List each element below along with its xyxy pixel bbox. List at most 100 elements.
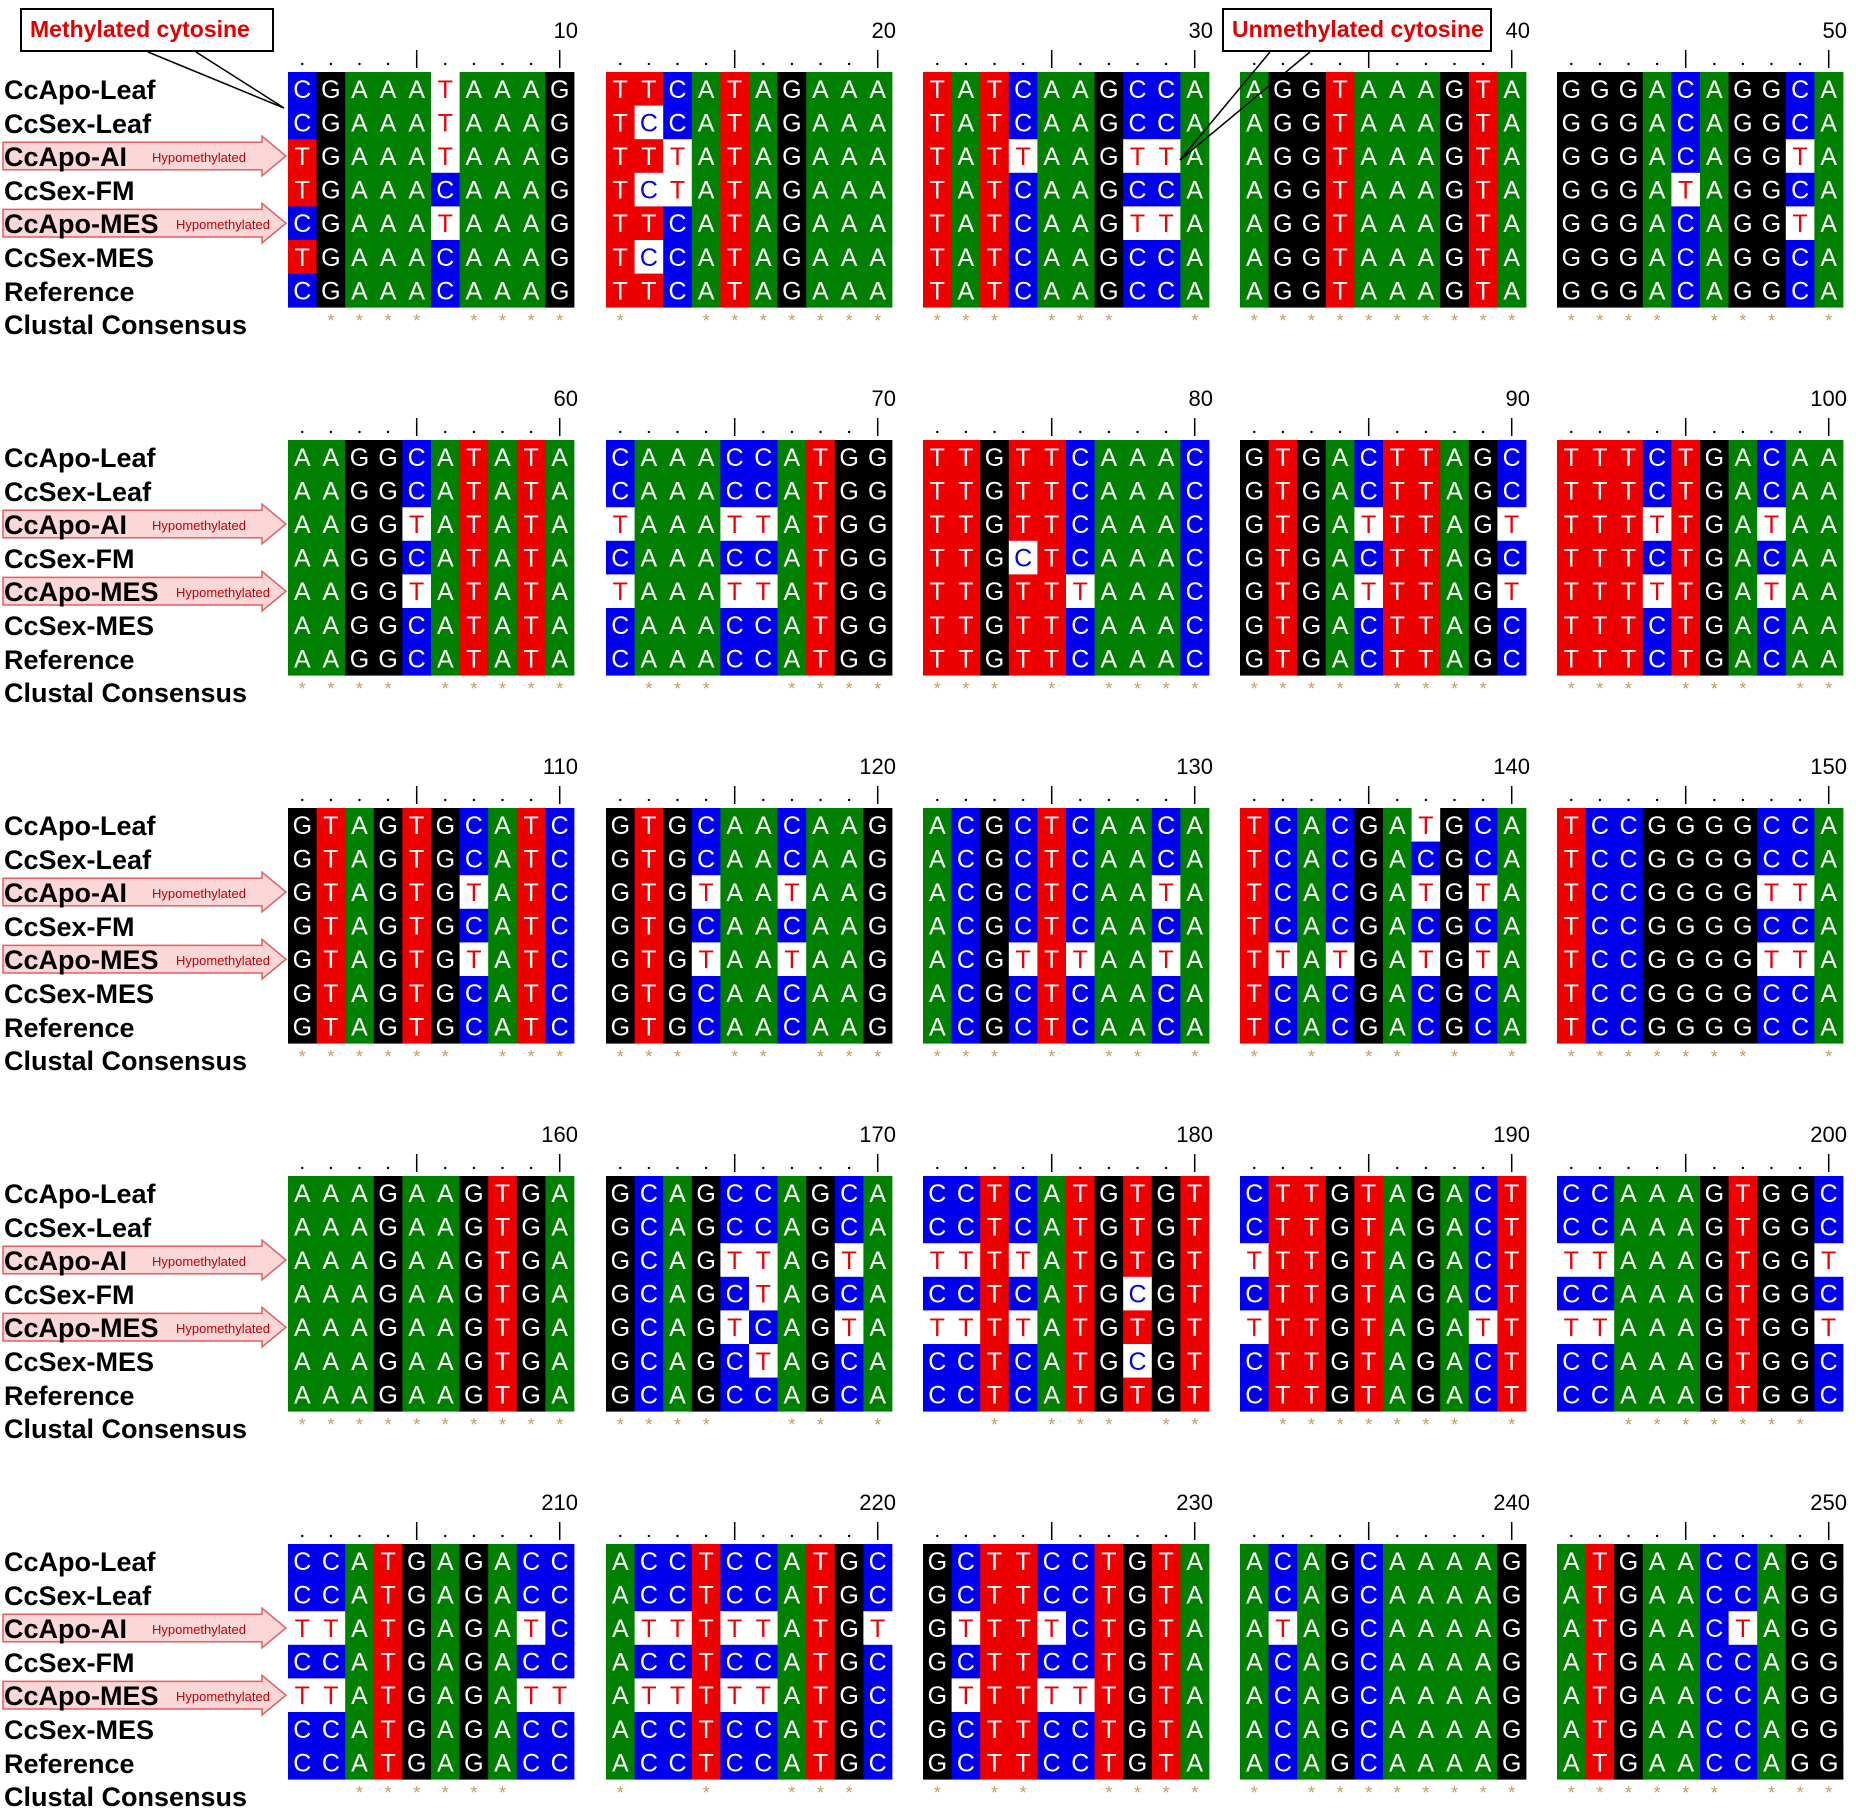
base-cell xyxy=(1383,72,1412,106)
base-cell xyxy=(1094,240,1124,274)
ruler-dot xyxy=(1338,62,1342,66)
consensus-star: * xyxy=(356,679,363,699)
base-letter: G xyxy=(464,1548,483,1576)
base-letter: A xyxy=(1101,812,1118,840)
base-letter: G xyxy=(1302,109,1321,137)
ruler-dot xyxy=(1338,430,1342,434)
base-letter: A xyxy=(1649,109,1666,137)
base-letter: G xyxy=(1619,210,1638,238)
base-letter: C xyxy=(1791,277,1809,305)
base-letter: A xyxy=(1706,109,1723,137)
base-cell xyxy=(1642,172,1672,207)
base-letter: A xyxy=(1735,578,1752,606)
base-letter: T xyxy=(1621,545,1636,573)
base-letter: A xyxy=(1446,645,1463,673)
consensus-star: * xyxy=(817,1415,824,1435)
consensus-star: * xyxy=(1711,311,1718,331)
base-letter: C xyxy=(1014,109,1032,137)
base-cell xyxy=(1354,105,1384,140)
base-cell xyxy=(1614,206,1644,241)
base-letter: T xyxy=(1735,1314,1750,1342)
ruler-dot xyxy=(529,1534,533,1538)
base-letter: G xyxy=(1762,1281,1781,1309)
base-letter: A xyxy=(1129,879,1146,907)
base-letter: A xyxy=(494,177,511,205)
base-letter: C xyxy=(1014,845,1032,873)
base-cell xyxy=(1240,206,1269,241)
base-letter: G xyxy=(1502,1649,1521,1677)
base-letter: T xyxy=(466,879,481,907)
base-letter: C xyxy=(1157,812,1175,840)
ruler-dot xyxy=(1598,1166,1602,1170)
base-letter: C xyxy=(1705,1749,1723,1777)
ruler-dot xyxy=(1655,1534,1659,1538)
consensus-star: * xyxy=(1077,1415,1084,1435)
ruler-dot xyxy=(1338,1534,1342,1538)
base-letter: C xyxy=(640,177,658,205)
base-letter: A xyxy=(1360,143,1377,171)
base-letter: A xyxy=(1101,980,1118,1008)
base-cell xyxy=(516,105,546,140)
base-letter: A xyxy=(1677,1749,1694,1777)
base-letter: A xyxy=(1186,1749,1203,1777)
ruler-dot xyxy=(1136,1534,1139,1538)
base-letter: G xyxy=(1590,177,1609,205)
base-letter: A xyxy=(784,645,801,673)
base-letter: C xyxy=(1705,1716,1723,1744)
base-cell xyxy=(1614,273,1644,308)
base-letter: T xyxy=(323,1682,338,1710)
base-cell xyxy=(316,641,346,676)
base-letter: T xyxy=(813,477,828,505)
ruler-dot xyxy=(1136,430,1139,434)
base-letter: T xyxy=(698,1682,713,1710)
base-cell xyxy=(516,139,546,174)
base-letter: G xyxy=(985,578,1004,606)
base-letter: C xyxy=(1157,177,1175,205)
base-letter: T xyxy=(1592,1749,1607,1777)
base-letter: A xyxy=(1043,109,1060,137)
base-cell xyxy=(345,507,375,542)
base-cell xyxy=(1037,172,1067,207)
base-letter: G xyxy=(868,444,887,472)
consensus-star: * xyxy=(1337,1415,1344,1435)
base-letter: T xyxy=(958,444,973,472)
base-letter: G xyxy=(1790,1348,1809,1376)
base-cell xyxy=(863,139,893,174)
base-letter: A xyxy=(1446,1348,1463,1376)
ruler-dot xyxy=(1770,430,1773,434)
ruler-dot xyxy=(790,1534,794,1538)
ruler-dot xyxy=(1079,1166,1082,1170)
base-letter: C xyxy=(1503,612,1521,640)
ruler-dot xyxy=(1253,430,1256,434)
base-letter: A xyxy=(812,210,829,238)
base-cell xyxy=(691,574,721,609)
base-letter: C xyxy=(1274,913,1292,941)
base-letter: T xyxy=(1247,1013,1262,1041)
base-letter: G xyxy=(1502,1716,1521,1744)
base-letter: C xyxy=(1762,444,1780,472)
base-cell xyxy=(634,574,664,609)
base-letter: C xyxy=(1791,980,1809,1008)
base-letter: T xyxy=(1649,578,1664,606)
base-letter: C xyxy=(1474,913,1492,941)
base-letter: T xyxy=(1621,511,1636,539)
ruler-dot xyxy=(964,1534,968,1538)
consensus-star: * xyxy=(1768,1783,1775,1803)
base-letter: T xyxy=(323,845,338,873)
base-letter: G xyxy=(811,1247,830,1275)
ruler-dot xyxy=(936,1534,939,1538)
base-letter: G xyxy=(1705,511,1724,539)
base-cell xyxy=(806,507,836,542)
base-letter: A xyxy=(323,477,340,505)
base-letter: C xyxy=(1619,1013,1637,1041)
base-letter: T xyxy=(1678,477,1693,505)
base-letter: G xyxy=(1705,879,1724,907)
base-letter: C xyxy=(1762,845,1780,873)
base-letter: G xyxy=(839,545,858,573)
base-cell xyxy=(1151,206,1181,241)
base-letter: T xyxy=(466,477,481,505)
base-letter: A xyxy=(294,1213,311,1241)
base-letter: T xyxy=(409,578,424,606)
